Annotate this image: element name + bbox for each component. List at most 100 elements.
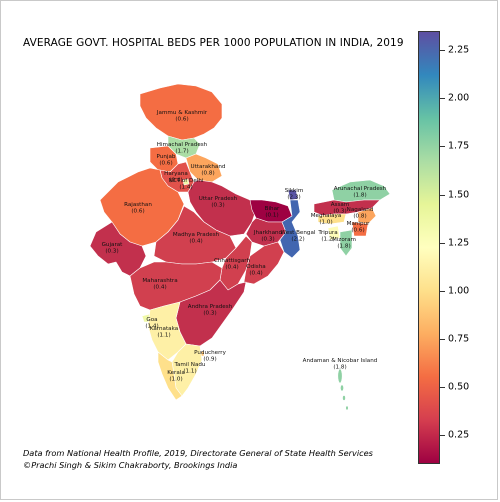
region-label: Nagaland (0.8) — [347, 207, 374, 219]
region-name-label: Uttar Pradesh — [199, 196, 238, 202]
colorbar-tick-mark — [440, 98, 445, 100]
region-value-label: (0.6) — [159, 160, 172, 166]
region-value-label: (1.8) — [353, 192, 366, 198]
colorbar-tick-mark — [440, 290, 445, 292]
region-name-label: Chhattisgarh — [214, 258, 250, 264]
colorbar-tick-label: 0.75 — [448, 333, 470, 345]
region-value-label: (0.4) — [169, 177, 182, 183]
region-label: Andhra Pradesh (0.3) — [188, 304, 233, 316]
region-name-label: Tamil Nadu — [174, 362, 206, 368]
region-name-label: Sikkim — [285, 188, 304, 194]
colorbar-tick-mark — [440, 146, 445, 148]
region-label: Manipur (0.6) — [347, 221, 370, 233]
region-name-label: Goa — [146, 317, 157, 323]
region-labels: Jammu & Kashmir (0.6) Himachal Pradesh (1.… — [102, 110, 387, 382]
region-nagaland — [357, 207, 377, 225]
region-label: Puducherry (0.9) — [194, 350, 226, 362]
region-name-label: Bihar — [265, 206, 280, 212]
region-label: Chhattisgarh (0.4) — [214, 258, 250, 270]
region-label: Punjab (0.6) — [157, 154, 176, 166]
region-label: West Bengal (2.2) — [281, 230, 316, 242]
region-label: Andaman & Nicobar Island (1.8) — [303, 358, 378, 370]
region-name-label: Gujarat — [102, 242, 124, 248]
region-manipur — [351, 221, 369, 237]
region-label: Karnataka (1.1) — [150, 326, 178, 338]
region-value-label: (0.6) — [351, 227, 364, 233]
region-value-label: (1.8) — [333, 364, 346, 370]
region-name-label: Tripura — [317, 230, 337, 236]
region-label: Bihar (0.1) — [265, 206, 280, 218]
region-label: Goa (1.4) — [145, 317, 158, 329]
region-value-label: (1.1) — [157, 332, 170, 338]
region-name-label: Jammu & Kashmir — [156, 110, 208, 116]
map-title: AVERAGE GOVT. HOSPITAL BEDS PER 1000 POP… — [23, 37, 404, 49]
region-label: Rajasthan (0.6) — [124, 202, 152, 214]
colorbar-tick-mark — [440, 242, 445, 244]
region-name-label: West Bengal — [281, 230, 316, 236]
region-value-label: (0.3) — [105, 248, 118, 254]
region-name-label: Andhra Pradesh — [188, 304, 233, 310]
region-value-label: (0.3) — [203, 310, 216, 316]
region-label: Tripura (1.2) — [317, 230, 337, 242]
region-label: Assam (0.3) — [331, 202, 350, 214]
colorbar-tick-label: 2.00 — [448, 92, 470, 104]
colorbar-tick-label: 1.25 — [448, 237, 470, 249]
region-value-label: (1.8) — [337, 243, 350, 249]
region-sikkim — [287, 189, 299, 201]
region-label: Tamil Nadu (1.1) — [174, 362, 206, 374]
colorbar-tick-mark — [440, 50, 445, 52]
colorbar-tick-label: 1.00 — [448, 285, 470, 297]
region-value-label: (1.4) — [179, 184, 192, 190]
region-label: Gujarat (0.3) — [102, 242, 124, 254]
region-name-label: Mizoram — [332, 237, 356, 243]
region-name-label: Puducherry — [194, 350, 226, 356]
region-value-label: (1.0) — [169, 376, 182, 382]
region-value-label: (2.2) — [291, 236, 304, 242]
region-west-bengal — [279, 199, 301, 259]
colorbar-tick-label: 1.75 — [448, 140, 470, 152]
region-label: Meghalaya (1.0) — [311, 213, 342, 225]
region-odisha — [243, 241, 285, 285]
region-name-label: Manipur — [347, 221, 370, 227]
region-name-label: NCT of Delhi — [169, 178, 204, 184]
region-value-label: (0.6) — [131, 208, 144, 214]
region-name-label: Arunachal Pradesh — [334, 186, 387, 192]
region-label: Sikkim (2.3) — [285, 188, 304, 200]
region-value-label: (0.4) — [153, 284, 166, 290]
region-uttarakhand — [185, 153, 223, 183]
region-label: Haryana (0.4) — [164, 171, 188, 183]
region-value-label: (0.4) — [225, 264, 238, 270]
region-name-label: Madhya Pradesh — [173, 232, 220, 238]
colorbar-tick-label: 0.25 — [448, 429, 470, 441]
region-name-label: Rajasthan — [124, 202, 152, 208]
region-delhi — [182, 178, 190, 186]
region-label: Madhya Pradesh (0.4) — [173, 232, 220, 244]
credit-note: ©Prachi Singh & Sikim Chakraborty, Brook… — [23, 460, 238, 470]
region-name-label: Jharkhand — [253, 230, 283, 236]
region-label: Himachal Pradesh (1.7) — [157, 142, 208, 154]
source-note: Data from National Health Profile, 2019,… — [23, 448, 373, 458]
region-value-label: (0.3) — [333, 208, 346, 214]
region-name-label: Odisha — [246, 264, 265, 270]
region-value-label: (1.7) — [175, 148, 188, 154]
region-name-label: Himachal Pradesh — [157, 142, 208, 148]
region-value-label: (1.1) — [183, 368, 196, 374]
colorbar-tick-label: 0.50 — [448, 381, 470, 393]
region-name-label: Maharashtra — [142, 278, 177, 284]
region-value-label: (2.3) — [287, 194, 300, 200]
region-label: Uttar Pradesh (0.3) — [199, 196, 238, 208]
region-label: Odisha (0.4) — [246, 264, 265, 276]
region-value-label: (0.9) — [203, 356, 216, 362]
colorbar-tick-mark — [440, 338, 445, 340]
colorbar-tick-mark — [440, 194, 445, 196]
region-kerala — [157, 351, 183, 401]
colorbar — [418, 31, 440, 464]
region-label: Kerala (1.0) — [167, 370, 185, 382]
region-name-label: Kerala — [167, 370, 185, 376]
region-uttar-pradesh — [187, 179, 257, 237]
region-meghalaya — [317, 213, 347, 225]
region-name-label: Andaman & Nicobar Island — [303, 358, 378, 364]
region-andaman-nicobar — [337, 368, 349, 411]
region-value-label: (0.3) — [261, 236, 274, 242]
region-name-label: Nagaland — [347, 207, 374, 213]
